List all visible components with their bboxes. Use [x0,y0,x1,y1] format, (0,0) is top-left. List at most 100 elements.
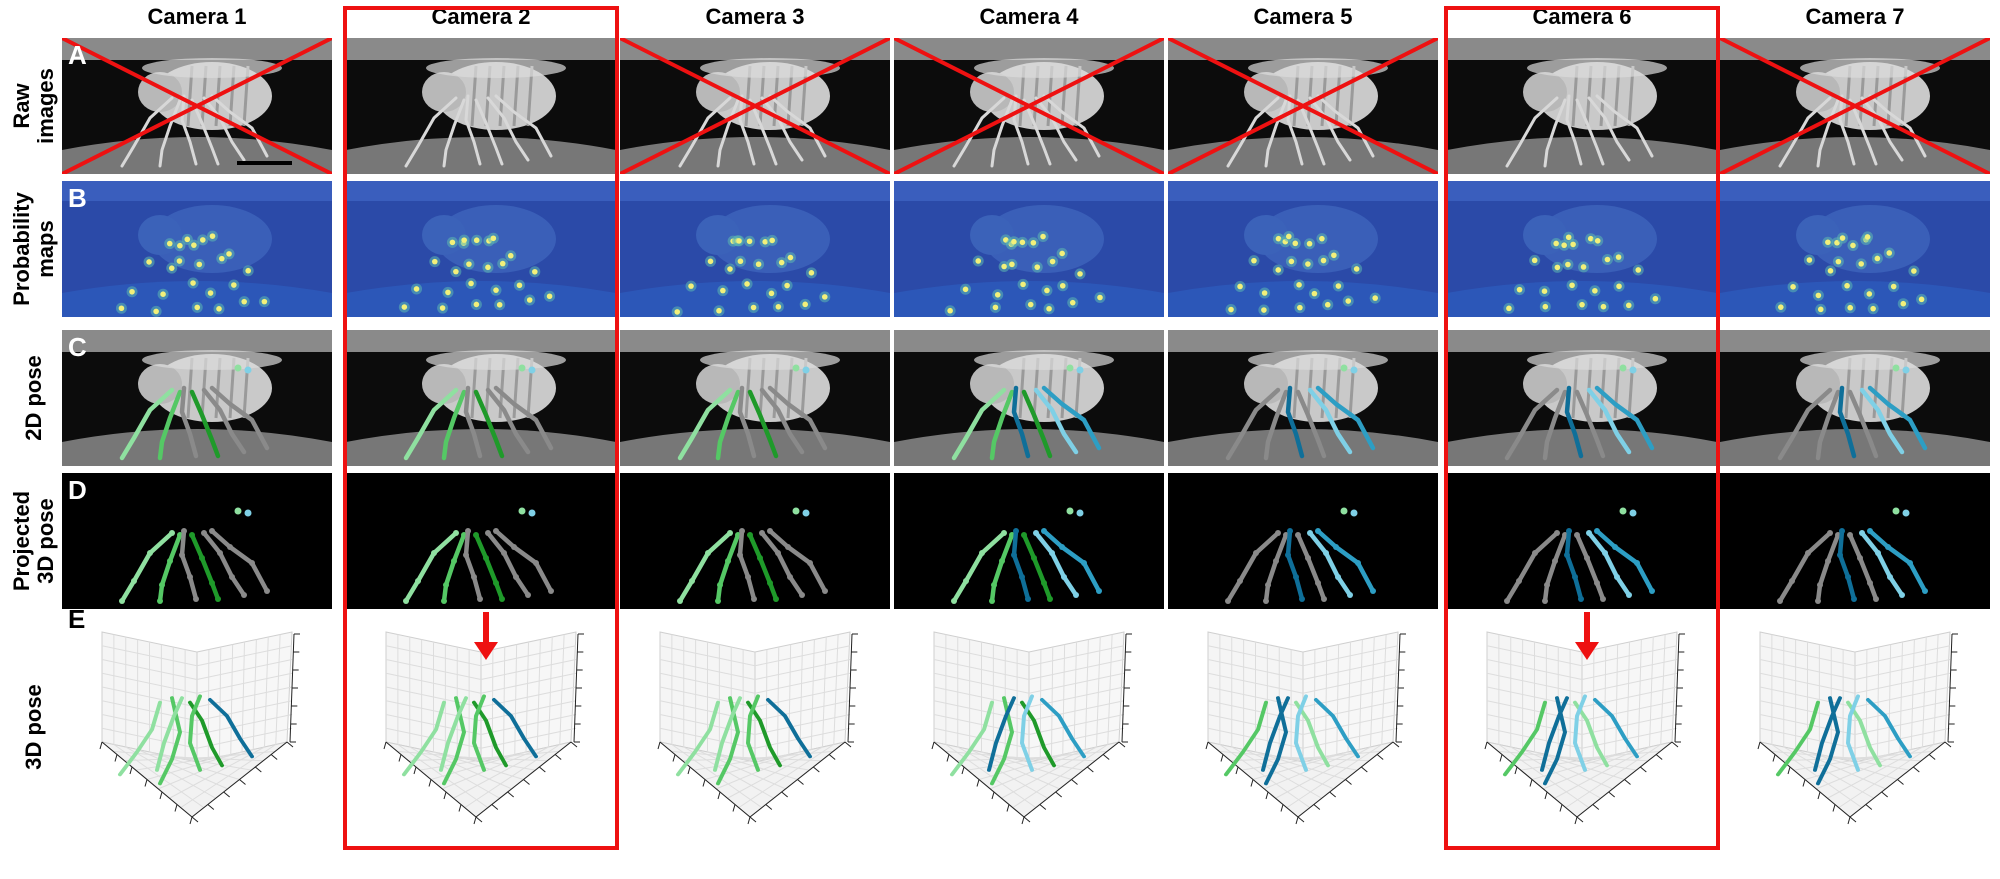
row-label-line: 3D pose [21,684,46,770]
keypoints [671,234,831,317]
pose2d-panel-camera-1 [62,330,332,466]
row-label-d: Projected 3D pose [8,481,60,601]
row-label-line: 3D pose [33,498,59,584]
raw-panel-camera-3 [620,38,890,174]
skeleton [119,507,270,604]
3d-axes [931,631,1132,825]
3d-axes [1757,631,1958,825]
prob-panel-camera-5 [1168,181,1438,317]
proj-panel-camera-3 [620,473,890,609]
panel-letter-d: D [68,475,87,505]
highlight-box-camera-2 [343,6,619,850]
rejected-cross-icon [1720,38,1990,174]
panel-letter-c: C [68,332,87,362]
row-label-line: Probability [9,192,34,306]
pose3d-panel-camera-2 [346,612,616,844]
keypoints [944,231,1106,317]
proj-panel-camera-6 [1447,473,1717,609]
camera-title-1: Camera 1 [147,4,247,29]
prob-panel-camera-2 [346,181,616,317]
pose3d-panel-camera-7 [1720,612,1990,844]
pose2d-panel-camera-2 [346,330,616,466]
raw-panel-camera-2 [346,38,616,174]
skeleton [1504,364,1655,461]
row-label-a: Raw images [8,46,60,166]
pose3d-panel-camera-1 [62,612,332,844]
pose2d-panel-camera-4 [894,330,1164,466]
camera-title-7: Camera 7 [1805,4,1905,29]
camera-title-5: Camera 5 [1253,4,1353,29]
prob-panel-camera-3 [620,181,890,317]
raw-panel-camera-5 [1168,38,1438,174]
pose2d-panel-camera-6 [1447,330,1717,466]
keypoints [1775,231,1928,315]
skeleton [1777,507,1928,604]
3d-skeleton [1776,694,1912,786]
fly-body [404,58,566,168]
row-label-line: Projected [9,490,35,592]
panel-letter-a: A [68,40,87,70]
proj-panel-camera-5 [1168,473,1438,609]
proj-panel-camera-2 [346,473,616,609]
proj-panel-camera-7 [1720,473,1990,609]
3d-axes [383,631,584,825]
3d-axes [657,631,858,825]
keypoints [1225,230,1381,316]
row-label-line: images [33,68,59,144]
fly-body [1505,58,1667,168]
pose3d-panel-camera-4 [894,612,1164,844]
raw-panel-camera-4 [894,38,1164,174]
keypoints [1503,231,1661,314]
keypoints [115,230,270,317]
down-arrow-icon [474,612,498,660]
pose2d-panel-camera-3 [620,330,890,466]
row-label-line: maps [33,220,58,278]
skeleton [951,364,1102,461]
skeleton [1225,364,1376,461]
row-label-c: 2D pose [8,338,60,458]
3d-skeleton [118,694,254,786]
3d-axes [1205,631,1406,825]
prob-panel-camera-7 [1720,181,1990,317]
3d-skeleton [1503,694,1639,786]
prob-panel-camera-1 [62,181,332,317]
panel-letter-b: B [68,183,87,213]
skeleton [119,364,270,461]
fly-body [678,58,840,168]
3d-skeleton [950,694,1086,786]
3d-axes [99,631,300,825]
proj-panel-camera-4 [894,473,1164,609]
skeleton [403,507,554,604]
skeleton [677,507,828,604]
3d-skeleton [676,694,812,786]
camera-title-4: Camera 4 [979,4,1079,29]
keypoints [398,232,556,314]
row-label-e: 3D pose [8,667,60,787]
raw-panel-camera-6 [1447,38,1717,174]
rejected-cross-icon [894,38,1164,174]
fly-body [1778,58,1940,168]
pose3d-panel-camera-5 [1168,612,1438,844]
3d-skeleton [402,694,538,786]
raw-panel-camera-7 [1720,38,1990,174]
raw-panel-camera-1 [62,38,332,174]
rejected-cross-icon [62,38,332,174]
skeleton [677,364,828,461]
pose2d-panel-camera-7 [1720,330,1990,466]
skeleton [951,507,1102,604]
camera-title-3: Camera 3 [705,4,805,29]
row-label-line: Raw [9,83,35,129]
rejected-cross-icon [1168,38,1438,174]
pose3d-panel-camera-3 [620,612,890,844]
prob-panel-camera-4 [894,181,1164,317]
highlight-box-camera-6 [1444,6,1720,850]
proj-panel-camera-1 [62,473,332,609]
row-label-line: 2D pose [21,355,46,441]
row-label-b: Probability maps [8,189,60,309]
down-arrow-icon [1575,612,1599,660]
skeleton [1225,507,1376,604]
skeleton [1504,507,1655,604]
pose2d-panel-camera-5 [1168,330,1438,466]
panel-letter-e: E [68,604,86,634]
skeleton [403,364,554,461]
